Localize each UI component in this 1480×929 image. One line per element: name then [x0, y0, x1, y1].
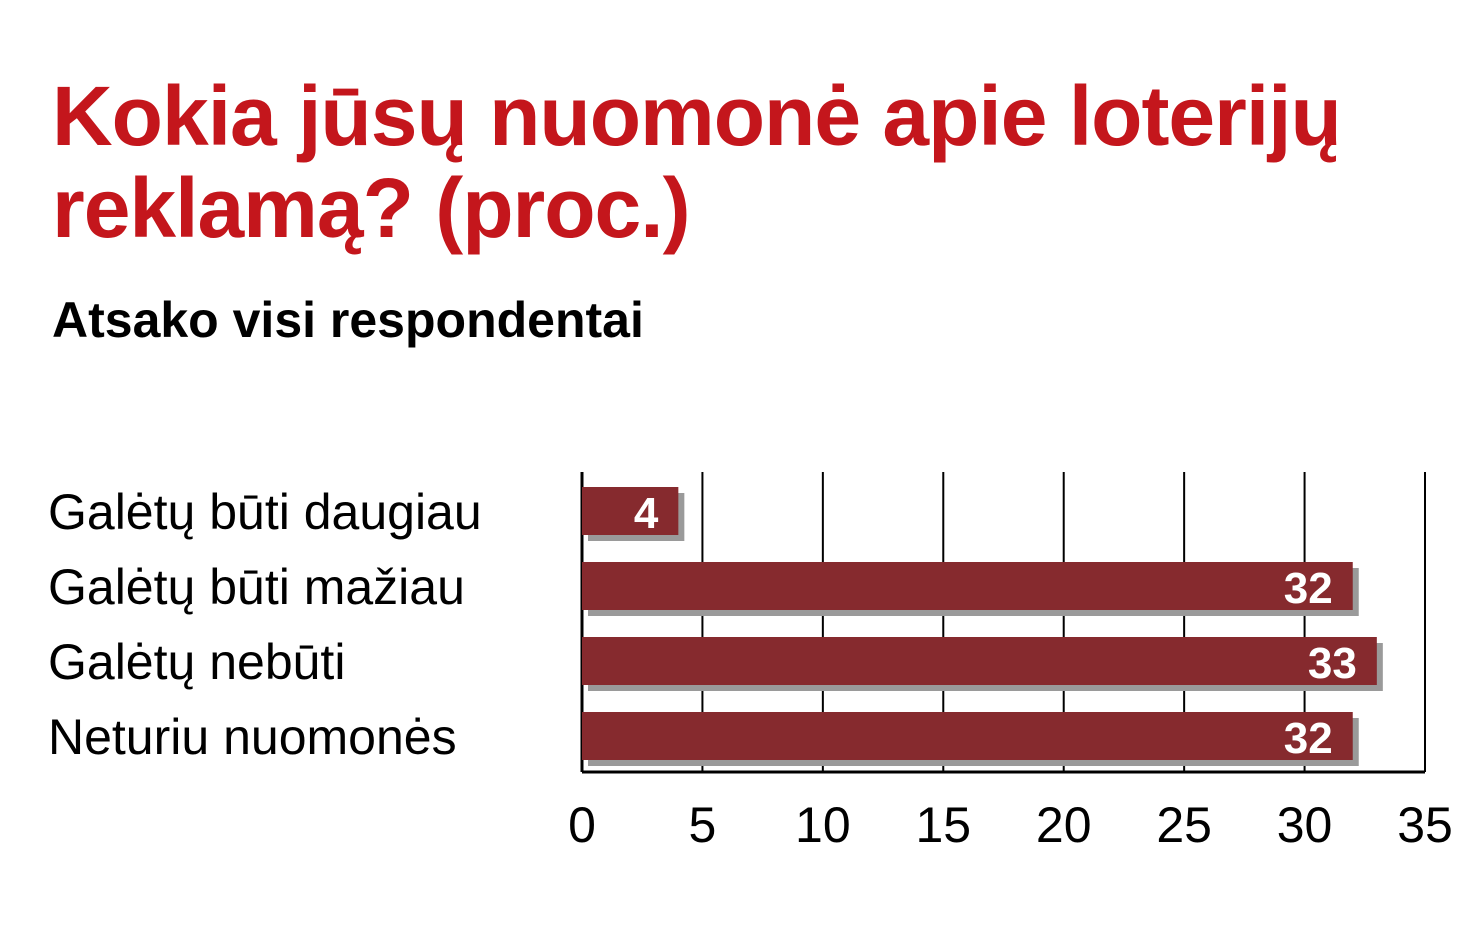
category-label: Galėtų nebūti	[48, 634, 345, 690]
x-tick-label: 35	[1397, 797, 1453, 853]
bar-value-label: 32	[1284, 714, 1333, 763]
x-tick-labels: 0 5 10 15 20 25 30 35	[568, 797, 1453, 853]
category-label: Galėtų būti mažiau	[48, 559, 465, 615]
x-tick-label: 10	[795, 797, 851, 853]
grid-lines	[580, 472, 1426, 774]
chart-title: Kokia jūsų nuomonė apie loterijų reklamą…	[52, 69, 1342, 255]
data-labels: 4 32 33 32	[634, 489, 1357, 763]
bars	[582, 487, 1377, 760]
category-label: Neturiu nuomonės	[48, 709, 457, 765]
x-tick-label: 20	[1036, 797, 1092, 853]
x-tick-label: 30	[1277, 797, 1333, 853]
x-tick-label: 15	[915, 797, 971, 853]
bar	[582, 712, 1353, 760]
x-tick-label: 5	[689, 797, 717, 853]
bar-value-label: 33	[1308, 639, 1357, 688]
chart-subtitle: Atsako visi respondentai	[52, 292, 644, 348]
x-tick-label: 0	[568, 797, 596, 853]
x-tick-label: 25	[1156, 797, 1212, 853]
bar-value-label: 32	[1284, 564, 1333, 613]
category-label: Galėtų būti daugiau	[48, 484, 482, 540]
bar	[582, 487, 679, 535]
bar	[582, 562, 1353, 610]
bar-value-label: 4	[634, 489, 659, 538]
bar	[582, 637, 1377, 685]
category-labels: Galėtų būti daugiau Galėtų būti mažiau Gal…	[48, 484, 482, 765]
